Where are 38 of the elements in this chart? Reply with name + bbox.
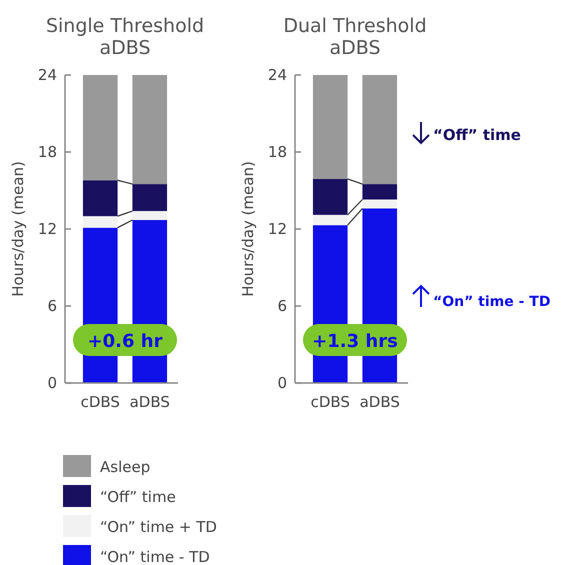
bar	[132, 75, 168, 184]
y-tick-label: 0	[277, 374, 287, 392]
y-axis-title: Hours/day (mean)	[239, 161, 257, 297]
bar	[362, 75, 398, 184]
text: “On” time - TD	[433, 294, 550, 310]
chart-title: Single Threshold aDBS	[46, 15, 204, 59]
bar	[82, 216, 118, 228]
y-axis-title: Hours/day (mean)	[9, 161, 27, 297]
y-tick-label: 18	[268, 143, 287, 161]
text: “Off” time	[433, 126, 521, 144]
bar	[362, 184, 398, 200]
y-tick-label: 0	[47, 374, 57, 392]
bar	[132, 184, 168, 212]
bar	[132, 211, 168, 220]
x-tick-label: cDBS	[80, 393, 120, 411]
legend-label: “On” time - TD	[100, 548, 210, 565]
bar	[362, 199, 398, 208]
x-tick-label: cDBS	[310, 393, 350, 411]
annotation: +1.3 hrs	[312, 331, 398, 352]
bar	[312, 214, 348, 226]
bar	[312, 178, 348, 215]
bar	[82, 180, 118, 216]
bar	[82, 75, 118, 180]
bar	[312, 75, 348, 179]
y-tick-label: 18	[38, 143, 57, 161]
legend-label: “Off” time	[100, 488, 176, 506]
y-tick-label: 6	[47, 297, 57, 315]
annotation: +0.6 hr	[88, 331, 163, 352]
legend-label: “On” time + TD	[100, 518, 217, 536]
y-tick-label: 24	[268, 66, 287, 84]
y-tick-label: 12	[38, 220, 57, 238]
y-tick-label: 24	[38, 66, 57, 84]
y-tick-label: 6	[277, 297, 287, 315]
x-tick-label: aDBS	[360, 393, 400, 411]
x-tick-label: aDBS	[130, 393, 170, 411]
chart-title: Dual Threshold aDBS	[283, 15, 427, 59]
y-tick-label: 12	[268, 220, 287, 238]
legend-label: Asleep	[100, 458, 150, 476]
